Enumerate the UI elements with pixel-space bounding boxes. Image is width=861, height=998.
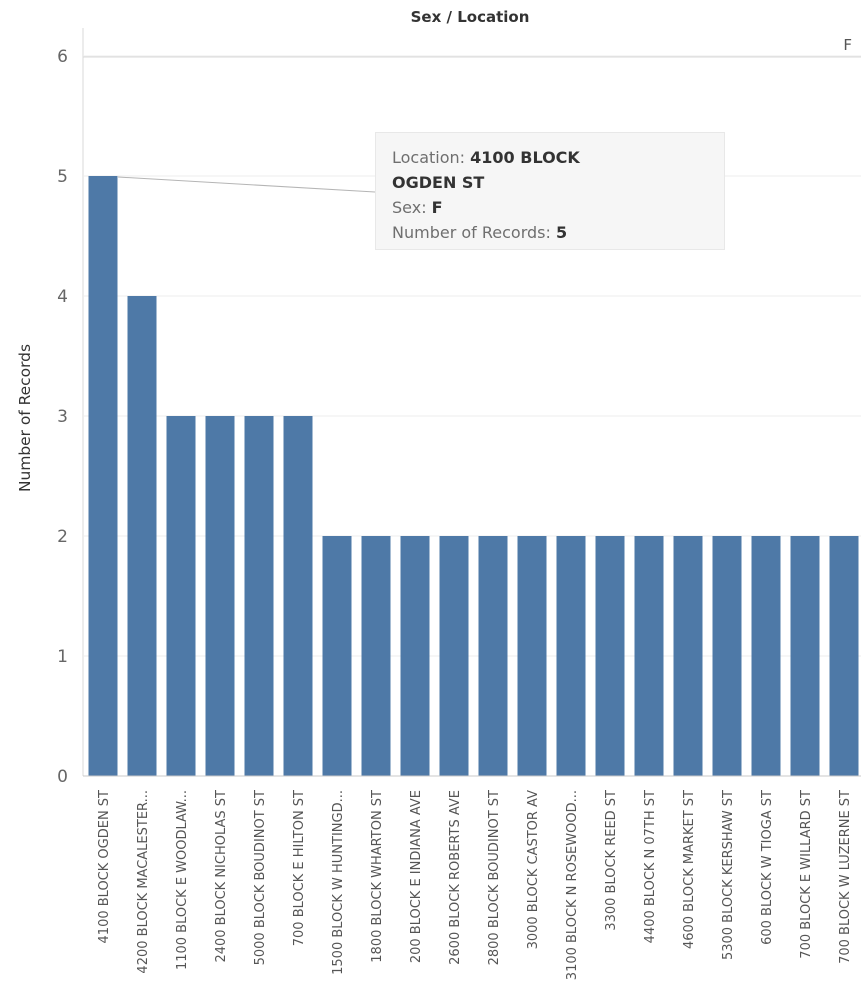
tooltip-location-value-line2: OGDEN ST [392, 173, 485, 192]
bar[interactable] [127, 296, 157, 776]
chart-title: Sex / Location [411, 8, 530, 26]
tooltip-leader-line [117, 176, 376, 193]
x-tick-label: 4200 BLOCK MACALESTER... [136, 790, 151, 974]
bar[interactable] [166, 416, 196, 776]
tooltip-records-label: Number of Records: [392, 223, 551, 242]
x-tick-label: 2600 BLOCK ROBERTS AVE [448, 790, 463, 965]
x-tick-label: 600 BLOCK W TIOGA ST [760, 790, 775, 945]
bar[interactable] [556, 536, 586, 776]
x-tick-label: 1100 BLOCK E WOODLAW... [175, 790, 190, 970]
y-tick-label: 3 [57, 407, 68, 427]
bar[interactable] [517, 536, 547, 776]
x-axis-labels: 4100 BLOCK OGDEN ST 4200 BLOCK MACALESTER… [97, 790, 853, 980]
x-tick-label: 5000 BLOCK BOUDINOT ST [253, 790, 268, 965]
tooltip: Location: 4100 BLOCK OGDEN ST Sex: F Num… [375, 132, 725, 250]
x-tick-label: 1500 BLOCK W HUNTINGD... [331, 790, 346, 975]
y-tick-label: 1 [57, 647, 68, 667]
x-tick-label: 5300 BLOCK KERSHAW ST [721, 790, 736, 960]
bar[interactable] [244, 416, 274, 776]
y-axis-title: Number of Records [16, 344, 34, 492]
x-tick-label: 700 BLOCK E WILLARD ST [799, 790, 814, 959]
tooltip-records-value: 5 [555, 223, 568, 242]
x-tick-label: 4400 BLOCK N 07TH ST [643, 790, 658, 943]
x-tick-label: 4100 BLOCK OGDEN ST [97, 790, 112, 944]
y-tick-label: 0 [57, 767, 68, 787]
bar[interactable] [283, 416, 313, 776]
x-tick-label: 3000 BLOCK CASTOR AV [526, 790, 541, 950]
bar[interactable] [439, 536, 469, 776]
bar[interactable] [595, 536, 625, 776]
x-tick-label: 700 BLOCK E HILTON ST [292, 790, 307, 946]
x-tick-label: 3100 BLOCK N ROSEWOOD... [565, 790, 580, 980]
y-axis-ticks: 0 1 2 3 4 5 6 [57, 47, 68, 787]
x-tick-label: 200 BLOCK E INDIANA AVE [409, 790, 424, 963]
x-tick-label: 700 BLOCK W LUZERNE ST [838, 790, 853, 964]
bar[interactable] [478, 536, 508, 776]
bars [88, 176, 859, 776]
y-tick-label: 6 [57, 47, 68, 67]
bar[interactable] [790, 536, 820, 776]
bar[interactable] [673, 536, 703, 776]
y-tick-label: 5 [57, 167, 68, 187]
bar[interactable] [361, 536, 391, 776]
x-tick-label: 2800 BLOCK BOUDINOT ST [487, 790, 502, 965]
y-tick-label: 2 [57, 527, 68, 547]
bar[interactable] [400, 536, 430, 776]
bar[interactable] [751, 536, 781, 776]
bar[interactable] [829, 536, 859, 776]
x-tick-label: 2400 BLOCK NICHOLAS ST [214, 790, 229, 963]
tooltip-location-label: Location: [392, 148, 466, 167]
tooltip-sex-value: F [431, 198, 443, 217]
bar[interactable] [88, 176, 118, 776]
bar[interactable] [634, 536, 664, 776]
y-tick-label: 4 [57, 287, 68, 307]
tooltip-sex-label: Sex: [392, 198, 427, 217]
column-header-sex: F [843, 36, 852, 54]
x-tick-label: 1800 BLOCK WHARTON ST [370, 790, 385, 963]
bar[interactable] [712, 536, 742, 776]
bar[interactable] [322, 536, 352, 776]
x-tick-label: 3300 BLOCK REED ST [604, 790, 619, 931]
bar[interactable] [205, 416, 235, 776]
tooltip-location-value-line1: 4100 BLOCK [470, 148, 580, 167]
x-tick-label: 4600 BLOCK MARKET ST [682, 790, 697, 949]
